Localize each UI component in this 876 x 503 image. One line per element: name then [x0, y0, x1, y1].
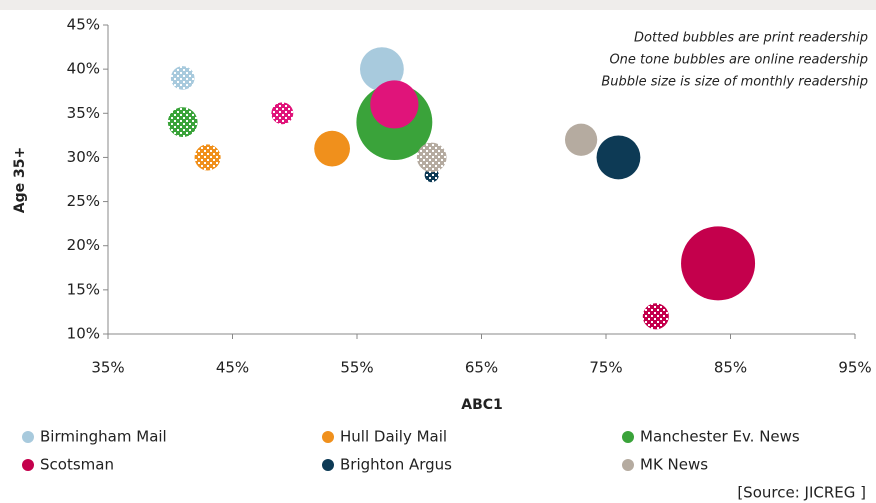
legend-label: Manchester Ev. News — [640, 428, 800, 446]
legend-marker — [322, 459, 334, 471]
annotation: Bubble size is size of monthly readershi… — [601, 75, 868, 90]
y-tick-label: 40% — [67, 60, 100, 78]
x-tick-label: 75% — [589, 359, 622, 377]
legend-marker — [22, 459, 34, 471]
bubble — [681, 226, 756, 301]
x-tick-label: 85% — [714, 359, 747, 377]
y-tick-label: 15% — [67, 280, 100, 298]
x-tick-label: 55% — [340, 359, 373, 377]
y-tick-label: 20% — [67, 236, 100, 254]
bubble — [194, 144, 221, 171]
x-axis-label: ABC1 — [461, 397, 503, 413]
y-tick-label: 10% — [67, 325, 100, 343]
bubble — [314, 130, 350, 167]
legend-label: Hull Daily Mail — [340, 428, 447, 446]
legend-marker — [322, 431, 334, 443]
top-band — [0, 0, 876, 10]
y-tick-label: 25% — [67, 192, 100, 210]
source: [Source: JICREG ] — [737, 484, 866, 502]
bubble — [170, 66, 195, 90]
legend-marker — [622, 459, 634, 471]
bubble — [370, 80, 419, 129]
bubble — [596, 135, 641, 180]
y-axis-label: Age 35+ — [12, 147, 28, 213]
legend-label: Scotsman — [40, 456, 114, 474]
x-tick-label: 45% — [216, 359, 249, 377]
y-tick-label: 35% — [67, 104, 100, 122]
y-tick-label: 30% — [67, 148, 100, 166]
bubble — [564, 123, 598, 156]
y-tick-label: 45% — [67, 16, 100, 34]
legend-label: MK News — [640, 456, 708, 474]
legend-label: Brighton Argus — [340, 456, 452, 474]
bubble — [416, 142, 447, 173]
x-tick-label: 95% — [838, 359, 871, 377]
legend-label: Birmingham Mail — [40, 428, 167, 446]
x-tick-label: 65% — [465, 359, 498, 377]
annotation: One tone bubbles are online readership — [609, 53, 868, 68]
x-tick-label: 35% — [91, 359, 124, 377]
bubble — [359, 47, 404, 92]
bubble — [167, 107, 198, 137]
legend-marker — [622, 431, 634, 443]
annotation: Dotted bubbles are print readership — [634, 31, 868, 46]
bubble — [271, 102, 294, 125]
legend-marker — [22, 431, 34, 443]
bubble — [642, 303, 669, 330]
